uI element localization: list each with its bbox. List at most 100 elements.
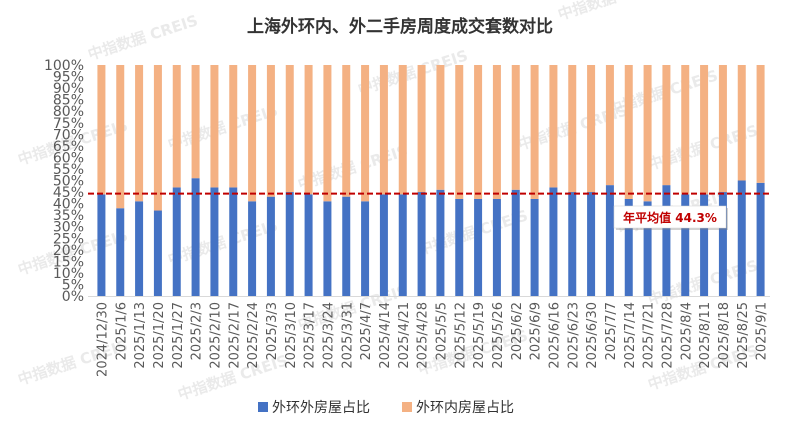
x-tick-label: 2025/2/24	[246, 302, 261, 369]
chart-title: 上海外环内、外二手房周度成交套数对比	[247, 16, 553, 37]
y-tick-label: 0%	[62, 289, 84, 305]
bar-inner-ring	[342, 65, 351, 197]
bar-outer-ring	[285, 192, 294, 296]
y-tick-label: 100%	[44, 58, 84, 74]
bar-inner-ring	[398, 65, 407, 195]
x-tick-label: 2025/4/7	[359, 302, 374, 360]
bar-inner-ring	[587, 65, 596, 193]
bar-outer-ring	[210, 187, 219, 296]
bar-inner-ring	[153, 65, 162, 211]
bar-outer-ring	[379, 194, 388, 296]
reference-layer: 年平均值 44.3%	[88, 192, 770, 230]
bar-inner-ring	[116, 65, 125, 209]
bar-inner-ring	[511, 65, 520, 190]
bar-inner-ring	[191, 65, 200, 179]
watermark-text: 中指数据 CREIS	[166, 216, 280, 268]
x-tick-label: 2025/6/23	[566, 302, 581, 369]
bar-outer-ring	[97, 194, 106, 296]
x-tick-label: 2025/9/1	[755, 302, 770, 360]
average-annotation: 年平均值 44.3%	[623, 210, 717, 225]
x-tick-label: 2025/8/11	[698, 302, 713, 369]
annotation-box	[613, 205, 727, 229]
bar-inner-ring	[718, 65, 727, 193]
y-tick-label: 30%	[53, 220, 84, 236]
bar-outer-ring	[718, 192, 727, 296]
legend-item-inner-ring-swatch	[402, 402, 412, 412]
x-tick-label: 2025/5/5	[434, 302, 449, 360]
y-tick-label: 25%	[53, 231, 84, 247]
bar-inner-ring	[643, 65, 652, 202]
bar-inner-ring	[492, 65, 501, 199]
bar-outer-ring	[342, 196, 351, 296]
bar-inner-ring	[455, 65, 464, 199]
y-tick-label: 20%	[53, 243, 84, 259]
bar-outer-ring	[417, 192, 426, 296]
watermark-text: 中指数据 CREIS	[86, 11, 200, 63]
y-tick-label: 85%	[53, 93, 84, 109]
bar-inner-ring	[417, 65, 426, 193]
bar-outer-ring	[153, 210, 162, 296]
x-tick-label: 2025/8/18	[717, 302, 732, 369]
bar-outer-ring	[248, 201, 257, 296]
y-tick-label: 10%	[53, 266, 84, 282]
x-axis: 2024/12/30 2025/1/6 2025/1/13 2025/1/20 2025…	[88, 296, 770, 377]
bar-inner-ring	[361, 65, 370, 202]
x-tick-label: 2025/7/14	[623, 302, 638, 369]
x-tick-label: 2025/1/27	[171, 302, 186, 369]
x-tick-label: 2025/1/6	[114, 302, 129, 360]
bar-outer-ring	[492, 198, 501, 296]
x-tick-label: 2025/5/12	[453, 302, 468, 369]
bar-inner-ring	[624, 65, 633, 199]
y-tick-label: 15%	[53, 254, 84, 270]
x-tick-label: 2025/6/2	[510, 302, 525, 360]
y-tick-label: 60%	[53, 150, 84, 166]
bar-outer-ring	[361, 201, 370, 296]
bar-outer-ring	[662, 185, 671, 296]
x-tick-label: 2025/3/24	[321, 302, 336, 369]
x-tick-label: 2025/3/31	[340, 302, 355, 369]
x-tick-label: 2025/6/16	[547, 302, 562, 369]
bar-inner-ring	[530, 65, 539, 199]
x-tick-label: 2025/8/25	[736, 302, 751, 369]
x-tick-label: 2025/8/4	[679, 302, 694, 360]
bar-inner-ring	[605, 65, 614, 186]
bar-outer-ring	[172, 187, 181, 296]
y-tick-label: 65%	[53, 139, 84, 155]
watermark-text: 中指数据 CREIS	[556, 0, 670, 24]
x-tick-label: 2025/7/7	[604, 302, 619, 360]
x-tick-label: 2025/4/28	[416, 302, 431, 369]
bar-inner-ring	[97, 65, 106, 195]
bar-outer-ring	[323, 201, 332, 296]
y-tick-label: 50%	[53, 174, 84, 190]
bar-outer-ring	[624, 198, 633, 296]
watermark-text: 中指数据 CREIS	[296, 141, 410, 193]
x-tick-label: 2025/2/3	[190, 302, 205, 360]
bar-outer-ring	[266, 196, 275, 296]
watermark-text: 中指数据 CREIS	[166, 101, 280, 153]
bar-outer-ring	[511, 189, 520, 296]
bar-inner-ring	[700, 65, 709, 195]
bar-inner-ring	[681, 65, 690, 195]
y-tick-label: 90%	[53, 81, 84, 97]
legend-item-outer-ring-swatch	[258, 402, 268, 412]
watermark-text: 中指数据 CREIS	[356, 46, 470, 98]
y-tick-label: 55%	[53, 162, 84, 178]
x-tick-label: 2025/7/28	[660, 302, 675, 369]
x-tick-label: 2025/1/13	[133, 302, 148, 369]
bar-inner-ring	[229, 65, 238, 188]
bar-outer-ring	[229, 187, 238, 296]
x-tick-label: 2025/3/3	[265, 302, 280, 360]
bar-inner-ring	[304, 65, 313, 195]
watermark-text: 中指数据 CREIS	[16, 336, 130, 388]
bars-layer	[97, 65, 765, 296]
bar-outer-ring	[587, 192, 596, 296]
bar-outer-ring	[398, 194, 407, 296]
bar-inner-ring	[248, 65, 257, 202]
bar-outer-ring	[474, 198, 483, 296]
x-tick-label: 2025/5/26	[491, 302, 506, 369]
bar-outer-ring	[643, 201, 652, 296]
x-tick-label: 2025/4/14	[378, 302, 393, 369]
bar-inner-ring	[662, 65, 671, 186]
